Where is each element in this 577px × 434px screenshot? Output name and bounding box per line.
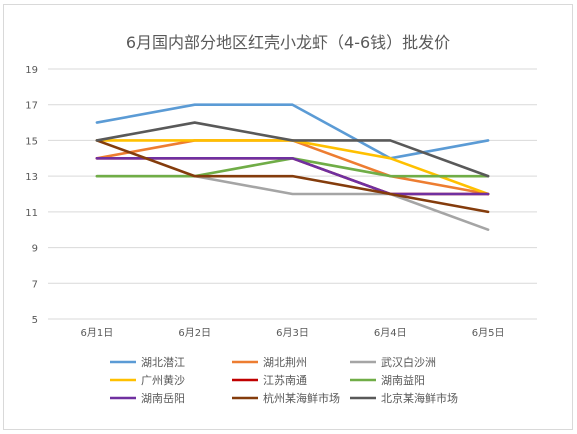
y-tick-label: 19 xyxy=(25,65,38,76)
x-tick-label: 6月2日 xyxy=(178,327,211,339)
y-tick-label: 13 xyxy=(25,172,38,183)
y-tick-label: 7 xyxy=(32,279,38,290)
series-line xyxy=(95,139,490,196)
legend-label: 湖南岳阳 xyxy=(141,392,185,405)
chart-frame xyxy=(3,4,573,430)
legend-label: 杭州某海鲜市场 xyxy=(263,391,340,405)
legend-label: 湖南益阳 xyxy=(381,373,425,387)
x-tick-label: 6月5日 xyxy=(472,327,505,339)
x-axis-ticks: 6月1日 6月2日 6月3日 6月4日 6月5日 xyxy=(81,327,505,339)
series-line xyxy=(95,121,490,178)
y-tick-label: 15 xyxy=(25,136,38,147)
legend-label: 北京某海鲜市场 xyxy=(381,391,458,405)
series-line xyxy=(95,156,490,196)
x-tick-label: 6月1日 xyxy=(81,327,114,339)
legend-label: 湖北荆州 xyxy=(263,356,307,369)
legend-label: 湖北潜江 xyxy=(141,355,185,369)
series-lines xyxy=(95,103,490,232)
chart-title: 6月国内部分地区红壳小龙虾（4-6钱）批发价 xyxy=(126,33,450,52)
y-axis-ticks: 5 7 9 11 13 15 17 19 xyxy=(25,65,38,326)
y-tick-label: 9 xyxy=(32,244,38,255)
y-tick-label: 17 xyxy=(25,101,38,112)
y-tick-label: 5 xyxy=(32,315,38,326)
y-tick-label: 11 xyxy=(25,208,38,219)
legend-label: 武汉白沙洲 xyxy=(381,355,436,369)
legend-label: 广州黄沙 xyxy=(141,373,185,387)
x-tick-label: 6月3日 xyxy=(276,327,309,339)
series-line xyxy=(95,139,490,214)
legend-label: 江苏南通 xyxy=(263,374,307,387)
series-line xyxy=(95,103,490,160)
x-tick-label: 6月4日 xyxy=(374,327,407,339)
